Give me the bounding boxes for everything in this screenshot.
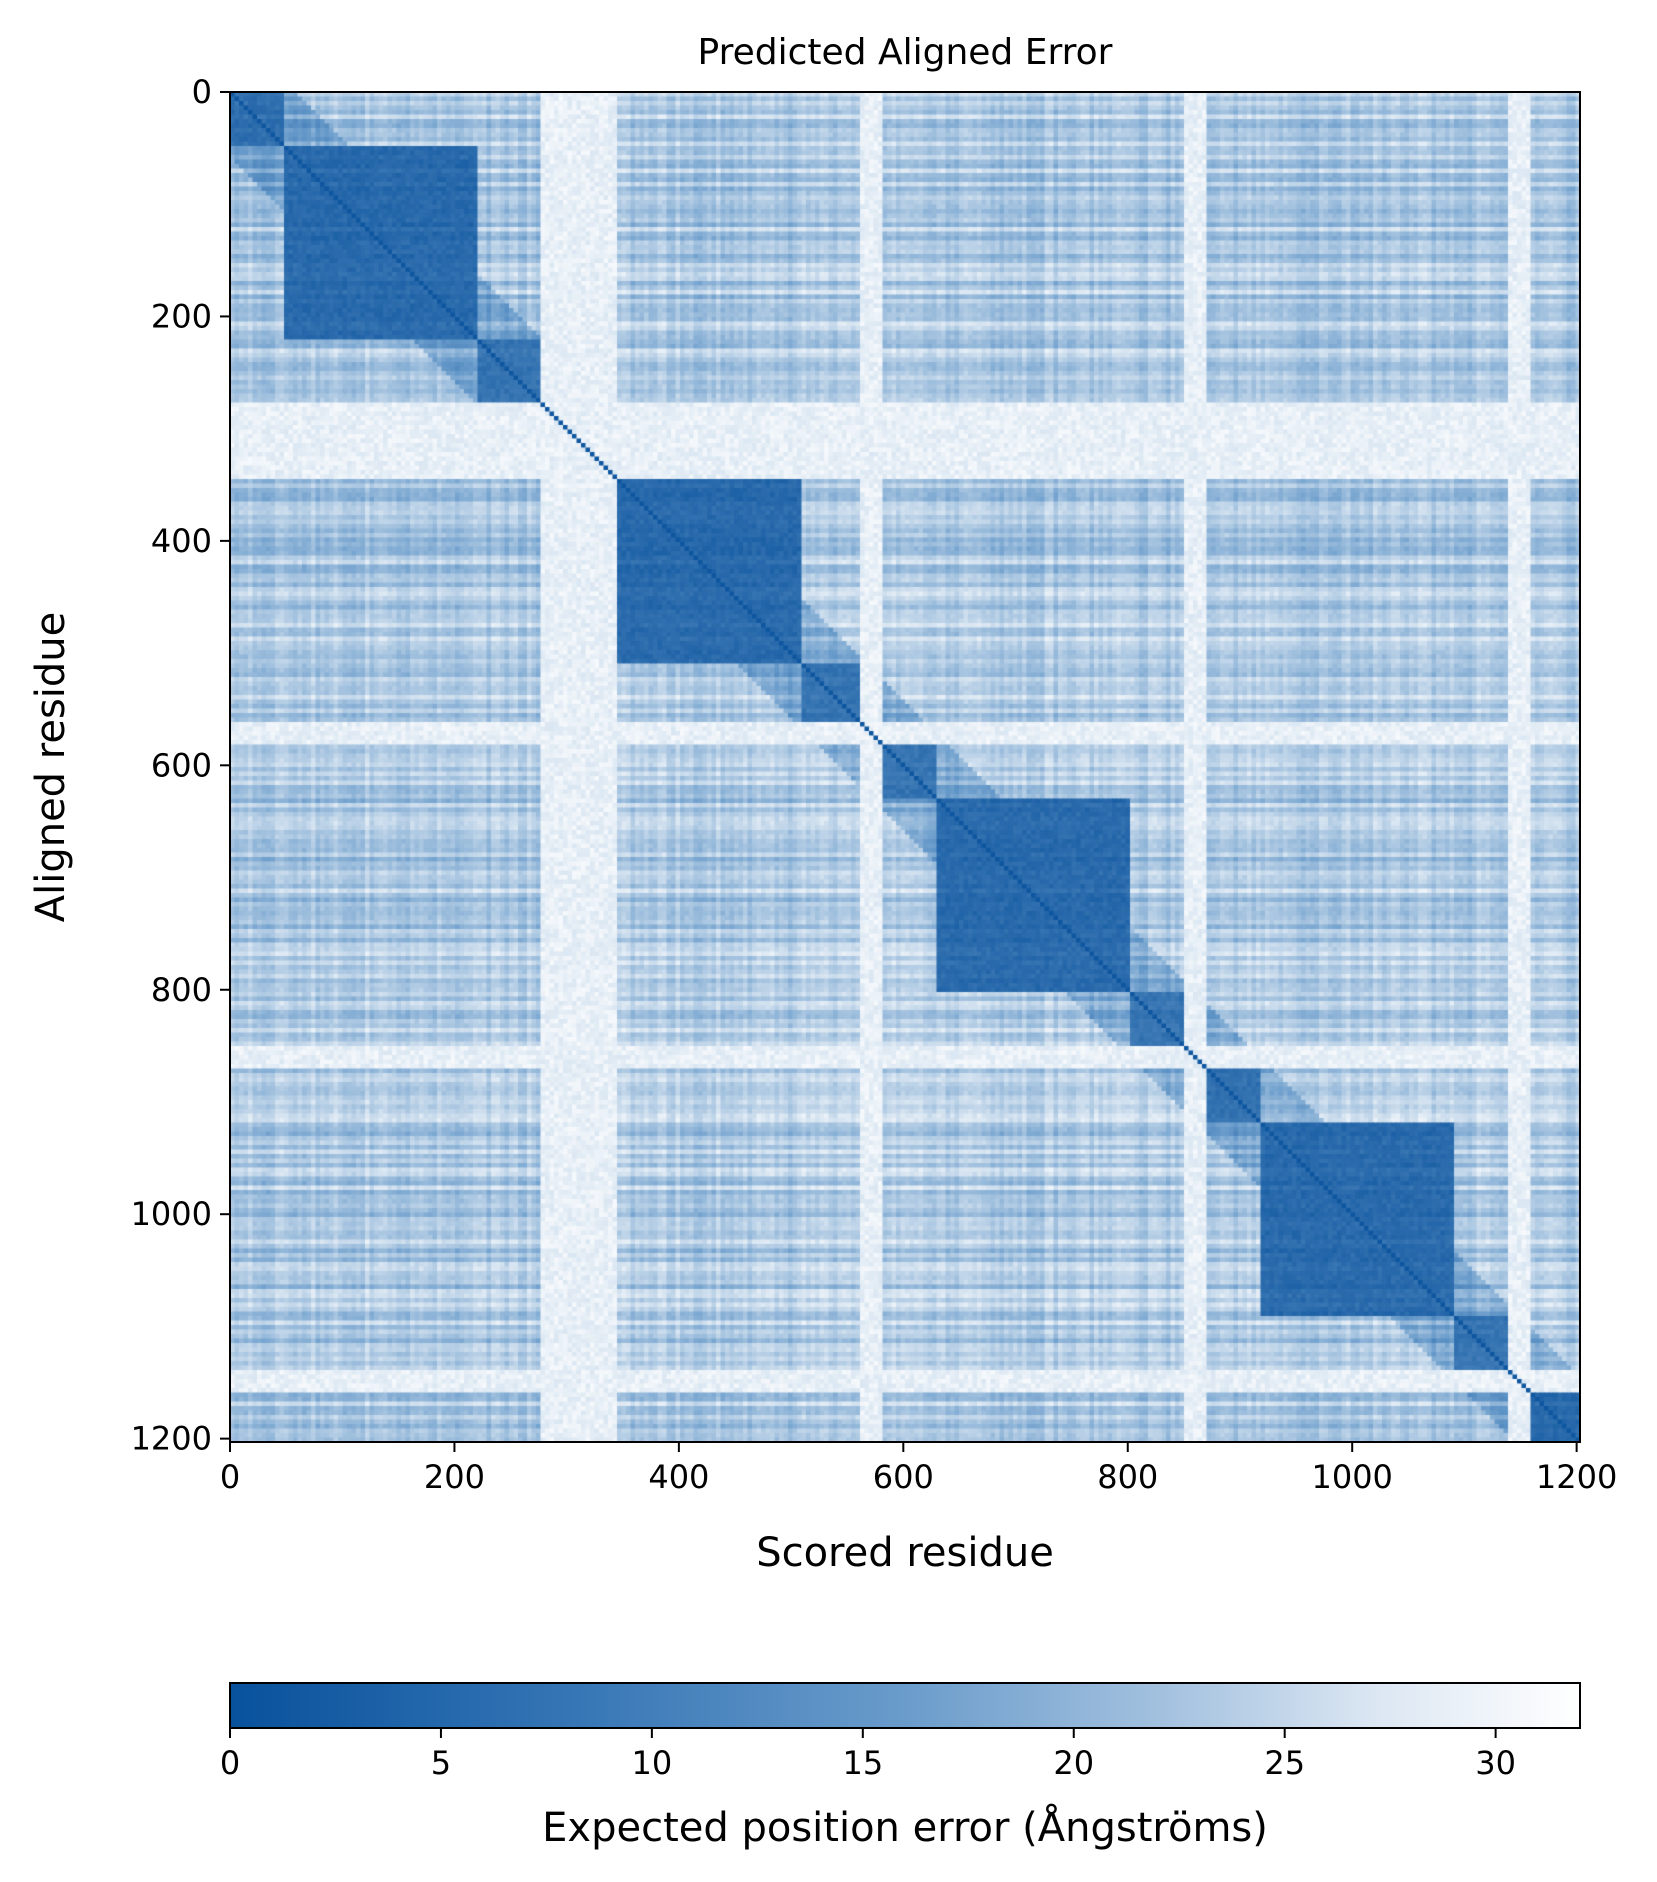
- y-tick-label: 0: [192, 73, 212, 111]
- y-tick-label: 600: [151, 746, 212, 784]
- colorbar-tick-label: 20: [1053, 1744, 1094, 1782]
- y-tick-label: 1200: [131, 1420, 212, 1458]
- colorbar-tick-label: 0: [220, 1744, 240, 1782]
- x-axis-label: Scored residue: [756, 1530, 1054, 1576]
- colorbar-tick-label: 15: [842, 1744, 883, 1782]
- x-tick-label: 0: [220, 1458, 240, 1496]
- colorbar-ticks: 0 5 10 15 20 25 30: [220, 1728, 1516, 1782]
- colorbar-tick-label: 10: [632, 1744, 673, 1782]
- y-tick-label: 1000: [131, 1195, 212, 1233]
- y-axis-label: Aligned residue: [28, 612, 74, 923]
- colorbar-tick-label: 5: [431, 1744, 451, 1782]
- colorbar-tick-label: 25: [1264, 1744, 1305, 1782]
- x-tick-label: 800: [1097, 1458, 1158, 1496]
- y-tick-label: 200: [151, 297, 212, 335]
- y-tick-label: 400: [151, 522, 212, 560]
- y-tick-label: 800: [151, 971, 212, 1009]
- colorbar-tick-label: 30: [1475, 1744, 1516, 1782]
- colorbar-label: Expected position error (Ångströms): [542, 1803, 1268, 1851]
- plot-border: [229, 91, 1581, 1443]
- heatmap-frame: [230, 92, 1580, 1442]
- chart-title: Predicted Aligned Error: [698, 32, 1113, 73]
- y-axis-ticks: 0 200 400 600 800 1000 1200: [131, 73, 230, 1458]
- x-tick-label: 400: [648, 1458, 709, 1496]
- x-tick-label: 1200: [1536, 1458, 1617, 1496]
- x-tick-label: 1000: [1311, 1458, 1392, 1496]
- colorbar: [229, 1682, 1581, 1729]
- x-tick-label: 600: [873, 1458, 934, 1496]
- x-tick-label: 200: [424, 1458, 485, 1496]
- x-axis-ticks: 0 200 400 600 800 1000 1200: [220, 1442, 1617, 1496]
- pae-heatmap: [230, 92, 1580, 1442]
